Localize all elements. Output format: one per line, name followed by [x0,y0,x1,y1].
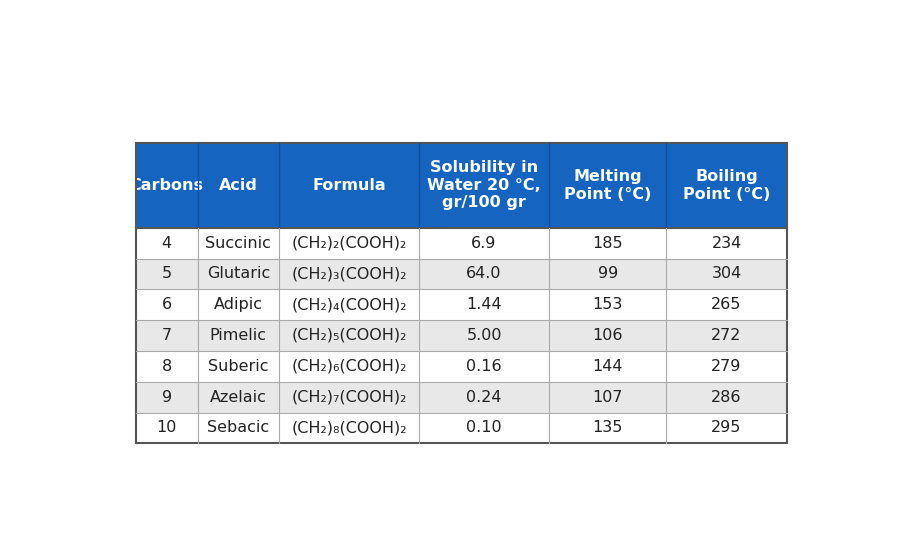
Text: 0.16: 0.16 [466,359,502,374]
Bar [418,228,549,258]
Bar [198,412,279,443]
Bar [418,258,549,289]
Text: Acid: Acid [219,178,257,193]
Text: 8: 8 [161,359,172,374]
Text: Succinic: Succinic [205,235,271,251]
Text: (CH₂)₂(COOH)₂: (CH₂)₂(COOH)₂ [292,235,407,251]
Text: Azelaic: Azelaic [210,389,266,405]
Text: 6: 6 [162,297,172,312]
Bar [666,258,787,289]
Text: (CH₂)₇(COOH)₂: (CH₂)₇(COOH)₂ [292,389,407,405]
Text: 99: 99 [598,266,617,282]
Bar [136,143,787,443]
Bar [418,143,549,228]
Text: Solubility in
Water 20 °C,
gr/100 gr: Solubility in Water 20 °C, gr/100 gr [428,161,541,210]
Bar [136,351,198,382]
Bar [198,320,279,351]
Bar [666,382,787,412]
Bar [666,351,787,382]
Text: 9: 9 [162,389,172,405]
Text: 234: 234 [711,235,742,251]
Bar [136,412,198,443]
Text: Pimelic: Pimelic [210,328,266,343]
Bar [279,228,418,258]
Text: Melting
Point (°C): Melting Point (°C) [564,169,652,201]
Text: Adipic: Adipic [214,297,263,312]
Bar [279,320,418,351]
Text: (CH₂)₅(COOH)₂: (CH₂)₅(COOH)₂ [292,328,407,343]
Text: Boiling
Point (°C): Boiling Point (°C) [683,169,770,201]
Bar [198,143,279,228]
Text: (CH₂)₆(COOH)₂: (CH₂)₆(COOH)₂ [292,359,407,374]
Bar [279,258,418,289]
Text: 5: 5 [162,266,172,282]
Text: 153: 153 [592,297,623,312]
Text: (CH₂)₄(COOH)₂: (CH₂)₄(COOH)₂ [292,297,407,312]
Text: 144: 144 [592,359,623,374]
Text: 4: 4 [162,235,172,251]
Bar [136,289,198,320]
Text: 6.9: 6.9 [472,235,497,251]
Bar [279,382,418,412]
Text: 0.24: 0.24 [466,389,502,405]
Bar [198,228,279,258]
Text: 279: 279 [711,359,742,374]
Text: (CH₂)₃(COOH)₂: (CH₂)₃(COOH)₂ [292,266,407,282]
Text: (CH₂)₈(COOH)₂: (CH₂)₈(COOH)₂ [292,420,407,436]
Bar [418,412,549,443]
Bar [418,320,549,351]
Text: 304: 304 [711,266,742,282]
Text: 185: 185 [592,235,623,251]
Bar [136,320,198,351]
Bar [418,351,549,382]
Bar [136,258,198,289]
Bar [279,143,418,228]
Bar [549,320,666,351]
Text: 0.10: 0.10 [466,420,502,436]
Text: 7: 7 [162,328,172,343]
Bar [198,258,279,289]
Bar [279,351,418,382]
Bar [136,228,198,258]
Bar [549,382,666,412]
Text: Formula: Formula [312,178,386,193]
Bar [136,143,198,228]
Bar [549,412,666,443]
Bar [418,289,549,320]
Text: Suberic: Suberic [208,359,268,374]
Text: 64.0: 64.0 [466,266,502,282]
Bar [198,382,279,412]
Text: 295: 295 [711,420,742,436]
Text: 106: 106 [592,328,623,343]
Bar [549,228,666,258]
Bar [136,382,198,412]
Bar [198,289,279,320]
Bar [549,351,666,382]
Bar [549,258,666,289]
Text: Glutaric: Glutaric [207,266,270,282]
Bar [666,412,787,443]
Text: 272: 272 [711,328,742,343]
Text: Carbons: Carbons [130,178,203,193]
Text: 286: 286 [711,389,742,405]
Bar [666,289,787,320]
Bar [666,320,787,351]
Bar [418,382,549,412]
Bar [666,228,787,258]
Bar [279,289,418,320]
Text: 265: 265 [711,297,742,312]
Bar [549,143,666,228]
Bar [549,289,666,320]
Text: 107: 107 [592,389,623,405]
Bar [279,412,418,443]
Text: Sebacic: Sebacic [207,420,269,436]
Text: 1.44: 1.44 [466,297,502,312]
Text: 5.00: 5.00 [466,328,502,343]
Bar [198,351,279,382]
Text: 10: 10 [157,420,177,436]
Bar [666,143,787,228]
Text: 135: 135 [592,420,623,436]
